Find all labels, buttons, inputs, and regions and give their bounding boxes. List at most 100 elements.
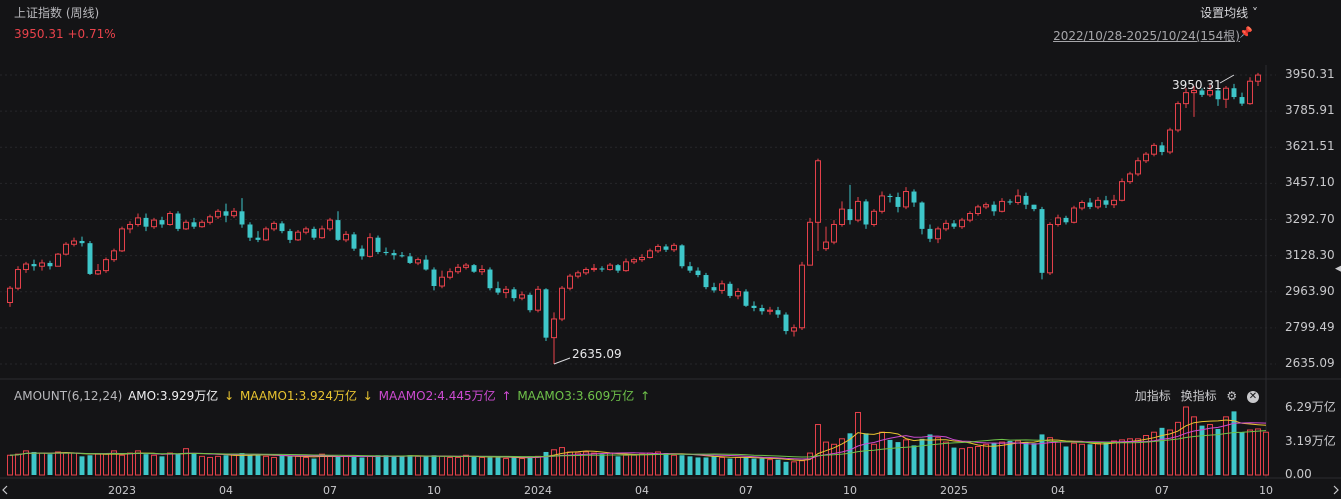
volume-bar-down [927,434,933,475]
volume-bar-down [1231,411,1237,475]
candle-body-up [519,294,525,299]
volume-bar-up [815,424,821,476]
candle-body-down [1023,195,1029,205]
candle-body-up [1079,202,1085,209]
candle-body-up [1167,129,1173,153]
candle-body-up [1111,199,1117,206]
volume-bar-down [375,455,381,475]
volume-bar-up [367,455,373,476]
volume-bar-up [1055,441,1061,476]
volume-bar-up [1071,442,1077,476]
volume-bar-up [167,452,173,476]
scroll-left-icon[interactable] [2,485,8,495]
candle-body-down [1159,145,1165,152]
candle-body-down [351,234,357,249]
candle-body-up [551,318,557,339]
x-tick-label: 04 [635,484,649,497]
candle-body-up [367,237,373,257]
volume-bar-up [103,453,109,476]
volume-bar-up [39,452,45,476]
candle-body-down [775,310,781,315]
candle-body-up [879,195,885,212]
volume-bar-down [175,454,181,475]
candle-body-up [95,270,101,275]
candle-body-up [183,221,189,230]
close-icon[interactable]: ✕ [1247,390,1259,403]
volume-bar-up [327,455,333,476]
volume-bar-up [119,454,125,476]
switch-indicator-button[interactable]: 换指标 [1180,389,1217,403]
date-range-link[interactable]: 2022/10/28-2025/10/24(154根) [1053,29,1240,43]
candle-body-down [863,201,869,225]
scroll-right-icon[interactable] [1333,485,1339,495]
candle-body-down [399,255,405,257]
y-tick-label: 3128.30 [1285,247,1335,262]
candle-body-up [943,222,949,230]
volume-bar-up [1047,437,1053,476]
x-tick-label: 10 [843,484,857,497]
candle-body-up [271,222,277,230]
candle-body-up [959,219,965,228]
candle-body-up [831,223,837,243]
candle-body-up [1151,144,1157,155]
candle-body-up [575,272,581,277]
volume-bar-up [71,452,77,476]
volume-bar-up [1119,439,1125,476]
candle-body-up [583,269,589,274]
volume-bar-up [807,452,813,476]
ma1-value: MAAMO1:3.924万亿 [240,389,357,403]
candle-body-down [423,259,429,270]
ma3-arrow: ↑ [640,389,651,403]
candle-body-up [871,210,877,225]
volume-bar-up [447,456,453,476]
indicator-actions: 加指标 换指标 ⚙ ✕ [1129,387,1259,404]
y-tick-label: 3950.31 [1285,67,1335,81]
volume-bar-down [751,458,757,475]
volume-bar-up [231,453,237,476]
volume-bar-up [1095,442,1101,476]
candle-body-up [535,288,541,311]
volume-bar-down [887,439,893,475]
volume-bar-up [1111,440,1117,476]
candle-body-down [615,265,621,271]
candle-body-up [39,262,45,267]
volume-bar-down [143,454,149,475]
candle-body-up [1047,223,1053,274]
candle-body-up [591,267,597,271]
pin-icon[interactable]: 📌 [1239,26,1253,39]
collapse-panel-icon[interactable]: ◀ [1335,264,1341,274]
x-tick-label: 04 [1051,484,1065,497]
volume-bar-down [311,458,317,475]
candle-body-up [327,219,333,230]
volume-bar-down [1103,442,1109,475]
volume-bar-down [1039,434,1045,475]
x-tick-label: 04 [219,484,233,497]
volume-bar-up [1255,428,1261,476]
candle-body-up [823,241,829,250]
candle-body-down [391,253,397,256]
candle-body-up [1071,207,1077,223]
volume-bar-down [1023,442,1029,475]
volume-bar-down [511,457,517,475]
volume-bar-up [823,441,829,476]
gear-icon[interactable]: ⚙ [1226,389,1238,403]
candle-body-down [887,195,893,198]
candle-body-up [839,208,845,225]
volume-bar-down [407,455,413,475]
volume-bar-up [519,458,525,476]
volume-bar-up [303,456,309,476]
candle-body-down [87,243,93,274]
volume-bar-up [199,455,205,476]
annotation-arrow [553,357,571,365]
settings-ma-button[interactable]: 设置均线 ˅ [1200,6,1258,20]
volume-bar-up [1183,406,1189,476]
candle-body-up [303,228,309,233]
candle-body-down [1231,88,1237,98]
volume-bar-down [919,438,925,475]
candle-body-up [1055,217,1061,225]
candle-body-up [1095,199,1101,208]
x-tick-label: 10 [427,484,441,497]
candle-body-up [647,250,653,258]
volume-bar-up [1015,440,1021,476]
add-indicator-button[interactable]: 加指标 [1134,389,1171,403]
